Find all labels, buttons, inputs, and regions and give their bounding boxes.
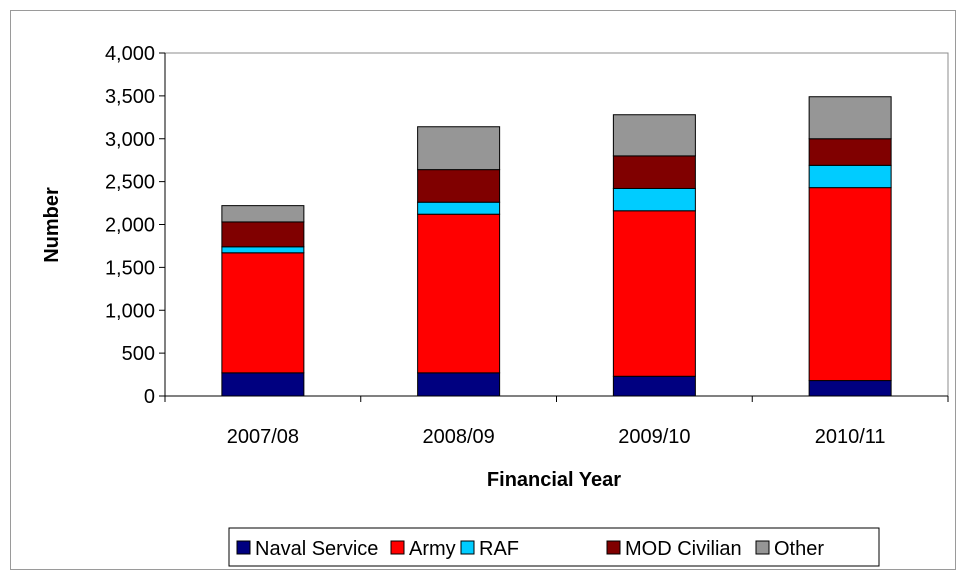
- y-tick-label: 4,000: [105, 43, 155, 65]
- y-tick-label: 3,000: [105, 129, 155, 151]
- legend: Naval Service Army RAF MOD Civilian Other: [228, 527, 880, 567]
- legend-swatch-army: [390, 540, 405, 555]
- x-tick-label: 2007/08: [227, 426, 299, 448]
- bar-mod-civilian-2010-11: [808, 138, 892, 166]
- bar-naval-service-2008-09: [417, 372, 501, 397]
- x-tick-label: 2008/09: [422, 426, 494, 448]
- y-tick-label: 0: [144, 386, 155, 408]
- y-axis-title: Number: [41, 187, 63, 263]
- legend-label-other: Other: [774, 538, 824, 560]
- legend-swatch-mod-civilian: [606, 540, 621, 555]
- legend-swatch-naval-service: [236, 540, 251, 555]
- bar-naval-service-2010-11: [808, 380, 892, 397]
- bar-raf-2010-11: [808, 164, 892, 189]
- legend-box: [228, 527, 880, 567]
- x-tick-label: 2010/11: [815, 426, 886, 448]
- bar-other-2009-10: [612, 114, 696, 157]
- legend-label-raf: RAF: [479, 538, 519, 560]
- bar-naval-service-2007-08: [221, 372, 305, 397]
- bar-army-2009-10: [612, 210, 696, 377]
- y-tick-label: 1,000: [105, 300, 155, 322]
- legend-swatch-other: [755, 540, 770, 555]
- bar-naval-service-2009-10: [612, 375, 696, 397]
- bar-army-2008-09: [417, 213, 501, 374]
- bars: [221, 96, 892, 397]
- bar-mod-civilian-2009-10: [612, 155, 696, 189]
- bar-raf-2008-09: [417, 201, 501, 215]
- y-tick-label: 500: [122, 343, 155, 365]
- x-axis-title: Financial Year: [487, 469, 621, 491]
- bar-raf-2009-10: [612, 187, 696, 212]
- legend-label-naval-service: Naval Service: [255, 538, 378, 560]
- y-tick-label: 2,000: [105, 215, 155, 237]
- bar-mod-civilian-2008-09: [417, 169, 501, 203]
- legend-label-mod-civilian: MOD Civilian: [625, 538, 742, 560]
- x-tick-label: 2009/10: [618, 426, 690, 448]
- y-tick-label: 1,500: [105, 257, 155, 279]
- bar-army-2007-08: [221, 252, 305, 374]
- bar-other-2008-09: [417, 126, 501, 171]
- bar-other-2007-08: [221, 205, 305, 223]
- axes: 0 500 1,000 1,500 2,000 2,500 3,000 3,500 4,000 2…: [105, 43, 949, 448]
- legend-label-army: Army: [409, 538, 456, 560]
- legend-swatch-raf: [460, 540, 475, 555]
- bar-army-2010-11: [808, 187, 892, 382]
- bar-mod-civilian-2007-08: [221, 221, 305, 248]
- bar-raf-2007-08: [221, 246, 305, 254]
- y-tick-label: 3,500: [105, 86, 155, 108]
- y-tick-label: 2,500: [105, 172, 155, 194]
- bar-other-2010-11: [808, 96, 892, 140]
